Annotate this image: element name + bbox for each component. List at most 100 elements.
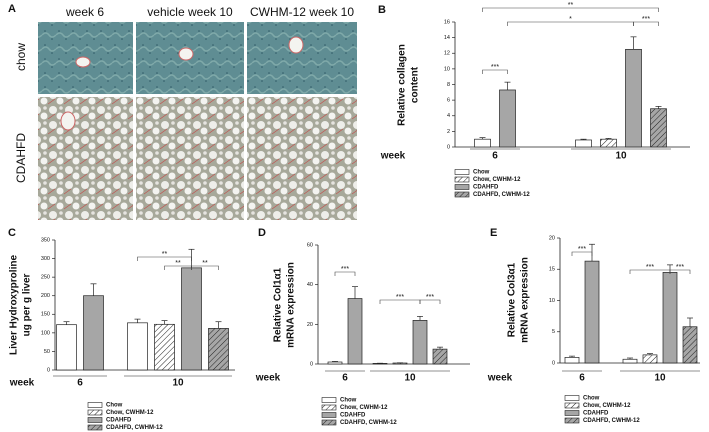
- x-tick-label: 10: [404, 373, 416, 384]
- significance-bracket: [633, 21, 659, 26]
- y-tick-label: 50: [44, 349, 50, 355]
- legend-label: CDAHFD: [473, 185, 499, 191]
- y-axis-label: content: [410, 66, 421, 103]
- legend-swatch: [87, 424, 103, 431]
- bar: [584, 260, 600, 364]
- panel-label: E: [490, 227, 497, 239]
- y-tick-label: 20: [307, 322, 313, 328]
- y-tick-label: 14: [444, 35, 450, 41]
- x-axis-label: week: [380, 151, 406, 162]
- legend-swatch: [321, 404, 337, 411]
- significance-label: ***: [676, 264, 684, 271]
- significance-bracket: [482, 69, 508, 74]
- x-tick-label: 10: [615, 151, 627, 162]
- legend-label: CDAHFD: [106, 418, 132, 424]
- significance-bracket: [419, 299, 441, 304]
- legend-swatch: [454, 184, 470, 190]
- significance-label: ***: [491, 64, 499, 71]
- vessel: [60, 111, 76, 131]
- legend-swatch: [454, 191, 470, 198]
- y-tick-label: 6: [447, 98, 450, 104]
- legend-swatch: [321, 419, 337, 426]
- y-tick-label: 2: [447, 129, 450, 135]
- legend-swatch: [564, 410, 580, 416]
- y-axis-label: Relative Col3α1: [507, 262, 518, 337]
- legend-label: CDAHFD, CWHM-12: [340, 420, 397, 426]
- significance-label: ***: [396, 294, 404, 301]
- legend-label: CDAHFD, CWHM-12: [106, 425, 163, 431]
- x-tick-label: 6: [579, 373, 585, 384]
- y-axis-label: Relative Col1α1: [273, 267, 284, 342]
- panel-label: A: [8, 3, 16, 15]
- vessel: [288, 36, 304, 54]
- legend-label: Chow: [340, 398, 357, 404]
- y-tick-label: 4: [447, 113, 450, 119]
- panel-label: B: [378, 4, 386, 16]
- y-tick-label: 20: [549, 235, 555, 241]
- significance-label: ***: [646, 264, 654, 271]
- significance-label: ***: [426, 294, 434, 301]
- y-tick-label: 0: [310, 361, 313, 367]
- y-tick-label: 60: [307, 242, 313, 248]
- legend-swatch: [454, 176, 470, 183]
- significance-label: **: [568, 2, 574, 9]
- significance-bracket: [482, 7, 659, 12]
- legend-label: CDAHFD: [340, 413, 366, 419]
- significance-label: ***: [341, 266, 349, 273]
- y-tick-label: 5: [552, 329, 555, 335]
- significance-label: **: [162, 251, 168, 258]
- x-tick-label: 10: [654, 373, 666, 384]
- bar: [181, 267, 202, 371]
- y-axis-label: Liver Hydroxyproline: [9, 255, 20, 355]
- bar: [625, 48, 642, 148]
- bar: [600, 138, 617, 148]
- legend-swatch: [321, 397, 337, 403]
- legend-label: CDAHFD: [583, 411, 609, 417]
- significance-bracket: [669, 269, 691, 274]
- row-header: CDAHFD: [14, 133, 28, 183]
- legend-label: Chow: [473, 170, 490, 176]
- significance-bracket: [571, 251, 593, 256]
- bar: [154, 323, 175, 371]
- legend-swatch: [564, 402, 580, 409]
- legend-label: Chow, CWHM-12: [583, 403, 631, 409]
- y-tick-label: 12: [444, 51, 450, 57]
- micrograph: [247, 22, 357, 94]
- significance-label: ***: [642, 16, 650, 23]
- panel-label: C: [8, 227, 16, 239]
- legend-swatch: [454, 169, 470, 175]
- legend-swatch: [87, 402, 103, 408]
- micrograph: [247, 97, 357, 220]
- y-tick-label: 300: [41, 256, 50, 262]
- vessel: [178, 47, 194, 61]
- x-tick-label: 6: [77, 378, 83, 389]
- y-tick-label: 10: [444, 66, 450, 72]
- legend-label: Chow, CWHM-12: [106, 410, 154, 416]
- bar: [499, 89, 516, 148]
- panel-label: D: [258, 227, 266, 239]
- x-axis-label: week: [255, 373, 281, 384]
- y-axis-label: mRNA expression: [286, 262, 297, 348]
- x-axis-label: week: [9, 378, 35, 389]
- x-tick-label: 10: [172, 378, 184, 389]
- bar: [83, 295, 104, 371]
- y-axis-label: Relative collagen: [397, 44, 408, 126]
- legend-swatch: [87, 409, 103, 416]
- bar: [327, 361, 343, 365]
- bar: [622, 358, 638, 364]
- significance-bracket: [137, 256, 192, 261]
- y-tick-label: 10: [549, 298, 555, 304]
- micrograph: [38, 97, 133, 220]
- significance-label: *: [569, 16, 572, 23]
- y-tick-label: 250: [41, 275, 50, 281]
- bar: [564, 357, 580, 364]
- significance-bracket: [334, 271, 356, 276]
- bar: [650, 108, 667, 148]
- legend-label: Chow: [106, 403, 123, 409]
- column-header: vehicle week 10: [147, 5, 233, 19]
- legend-swatch: [321, 412, 337, 418]
- significance-label: **: [175, 260, 181, 267]
- legend-label: Chow, CWHM-12: [340, 405, 388, 411]
